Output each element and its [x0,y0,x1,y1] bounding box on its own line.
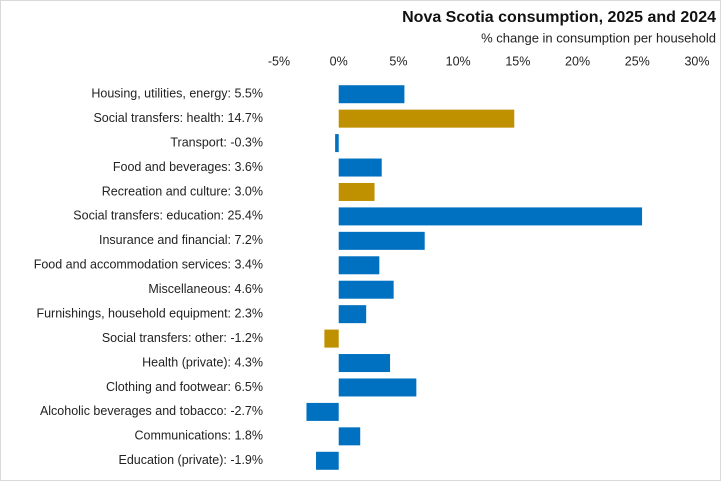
y-tick-label: Social transfers: education: 25.4% [73,209,263,223]
bar [338,305,367,324]
y-tick-label: Clothing and footwear: 6.5% [106,380,263,394]
bar [338,182,375,201]
bar [338,354,391,373]
x-tick-label: 5% [389,54,407,68]
x-tick-label: 10% [446,54,471,68]
bar [338,85,405,104]
bar [338,109,515,128]
bar [335,134,339,153]
y-tick-label: Transport: -0.3% [170,135,263,149]
y-tick-label: Miscellaneous: 4.6% [148,282,263,296]
x-tick-label: 20% [565,54,590,68]
x-tick-label: 15% [505,54,530,68]
bar [338,207,643,226]
chart-title: Nova Scotia consumption, 2025 and 2024 [402,9,716,26]
bar [338,427,361,446]
y-tick-label: Social transfers: health: 14.7% [93,111,263,125]
bar [338,158,382,177]
y-tick-label: Food and accommodation services: 3.4% [34,258,263,272]
bar [338,378,417,397]
y-tick-label: Housing, utilities, energy: 5.5% [91,87,263,101]
bar [338,256,380,275]
chart-subtitle: % change in consumption per household [481,30,716,45]
bar [338,231,425,250]
x-tick-label: 30% [684,54,709,68]
y-tick-label: Alcoholic beverages and tobacco: -2.7% [40,404,263,418]
x-tick-label: 0% [330,54,348,68]
y-tick-label: Social transfers: other: -1.2% [102,331,263,345]
y-tick-label: Education (private): -1.9% [118,453,263,467]
y-tick-label: Insurance and financial: 7.2% [99,233,263,247]
y-tick-label: Communications: 1.8% [134,429,263,443]
y-tick-label: Furnishings, household equipment: 2.3% [36,306,263,320]
x-tick-label: 25% [625,54,650,68]
bar [338,280,394,299]
bar [324,329,339,348]
bar [316,451,339,470]
y-tick-label: Health (private): 4.3% [142,355,263,369]
x-tick-label: -5% [268,54,290,68]
bar [306,402,339,421]
y-tick-label: Recreation and culture: 3.0% [102,184,263,198]
y-tick-label: Food and beverages: 3.6% [113,160,263,174]
